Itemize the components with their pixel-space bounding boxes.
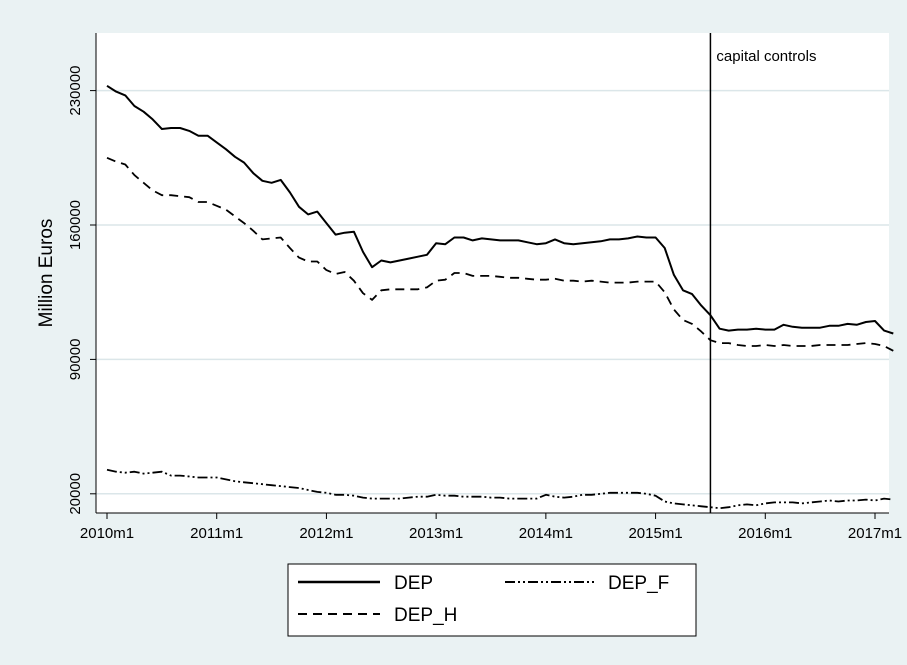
annotation-layer: capital controls bbox=[709, 33, 816, 513]
legend-label-dep-f: DEP_F bbox=[608, 573, 669, 594]
y-tick-label: 160000 bbox=[67, 200, 84, 250]
legend-label-dep-h: DEP_H bbox=[394, 605, 457, 626]
gridlines bbox=[96, 89, 889, 495]
legend: DEP DEP_F DEP_H bbox=[287, 563, 697, 637]
y-axis-title: Million Euros bbox=[36, 219, 57, 328]
series-line-dep-f bbox=[106, 468, 894, 510]
x-tick-label: 2013m1 bbox=[409, 525, 463, 542]
y-ticks: 20000 90000 160000 230000 bbox=[67, 66, 96, 515]
legend-box bbox=[287, 563, 697, 637]
y-tick-label: 90000 bbox=[67, 339, 84, 381]
x-ticks: 2010m1 2011m1 2012m1 2013m1 2014m1 2015m1 2016… bbox=[80, 513, 902, 542]
x-tick-label: 2015m1 bbox=[628, 525, 682, 542]
y-tick-label: 20000 bbox=[67, 473, 84, 515]
x-tick-label: 2017m1 bbox=[848, 525, 902, 542]
x-tick-label: 2010m1 bbox=[80, 525, 134, 542]
legend-label-dep: DEP bbox=[394, 573, 433, 594]
series-lines bbox=[106, 84, 894, 510]
plot-area bbox=[96, 33, 889, 513]
axes bbox=[95, 33, 889, 514]
x-tick-label: 2014m1 bbox=[519, 525, 573, 542]
y-tick-label: 230000 bbox=[67, 66, 84, 116]
x-tick-label: 2011m1 bbox=[190, 525, 243, 542]
series-line-dep-h bbox=[106, 156, 894, 352]
x-tick-label: 2012m1 bbox=[299, 525, 353, 542]
series-line-dep bbox=[106, 84, 894, 335]
x-tick-label: 2016m1 bbox=[738, 525, 792, 542]
capital-controls-label: capital controls bbox=[716, 48, 816, 65]
